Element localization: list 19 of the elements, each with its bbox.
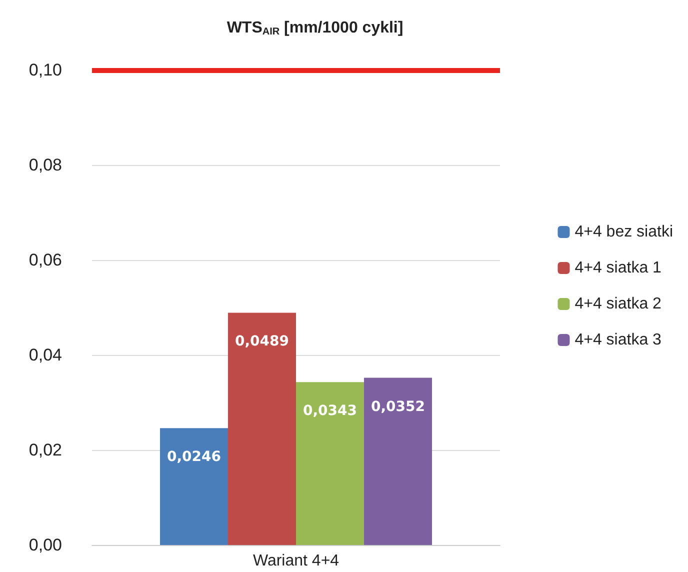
x-tick-label: Wariant 4+4	[252, 552, 340, 570]
y-tick-label: 0,10	[28, 60, 62, 80]
bar	[364, 378, 432, 545]
y-tick-label: 0,08	[28, 156, 62, 174]
y-tick-label: 0,00	[28, 536, 62, 554]
data-label: 0,0489	[234, 334, 290, 350]
bar	[296, 382, 364, 545]
data-label: 0,0352	[370, 398, 426, 415]
legend-label: 4+4 bez siatki	[574, 224, 673, 240]
legend-label: 4+4 siatka 3	[574, 332, 662, 348]
bar	[160, 428, 228, 545]
y-tick-label: 0,06	[28, 250, 62, 270]
data-label: 0,0343	[302, 403, 358, 420]
legend-label: 4+4 siatka 2	[574, 296, 662, 312]
bar	[228, 312, 296, 545]
legend-label: 4+4 siatka 1	[574, 260, 662, 276]
y-tick-label: 0,02	[28, 440, 62, 460]
y-tick-label: 0,04	[28, 346, 62, 364]
data-label: 0,0246	[166, 449, 222, 466]
